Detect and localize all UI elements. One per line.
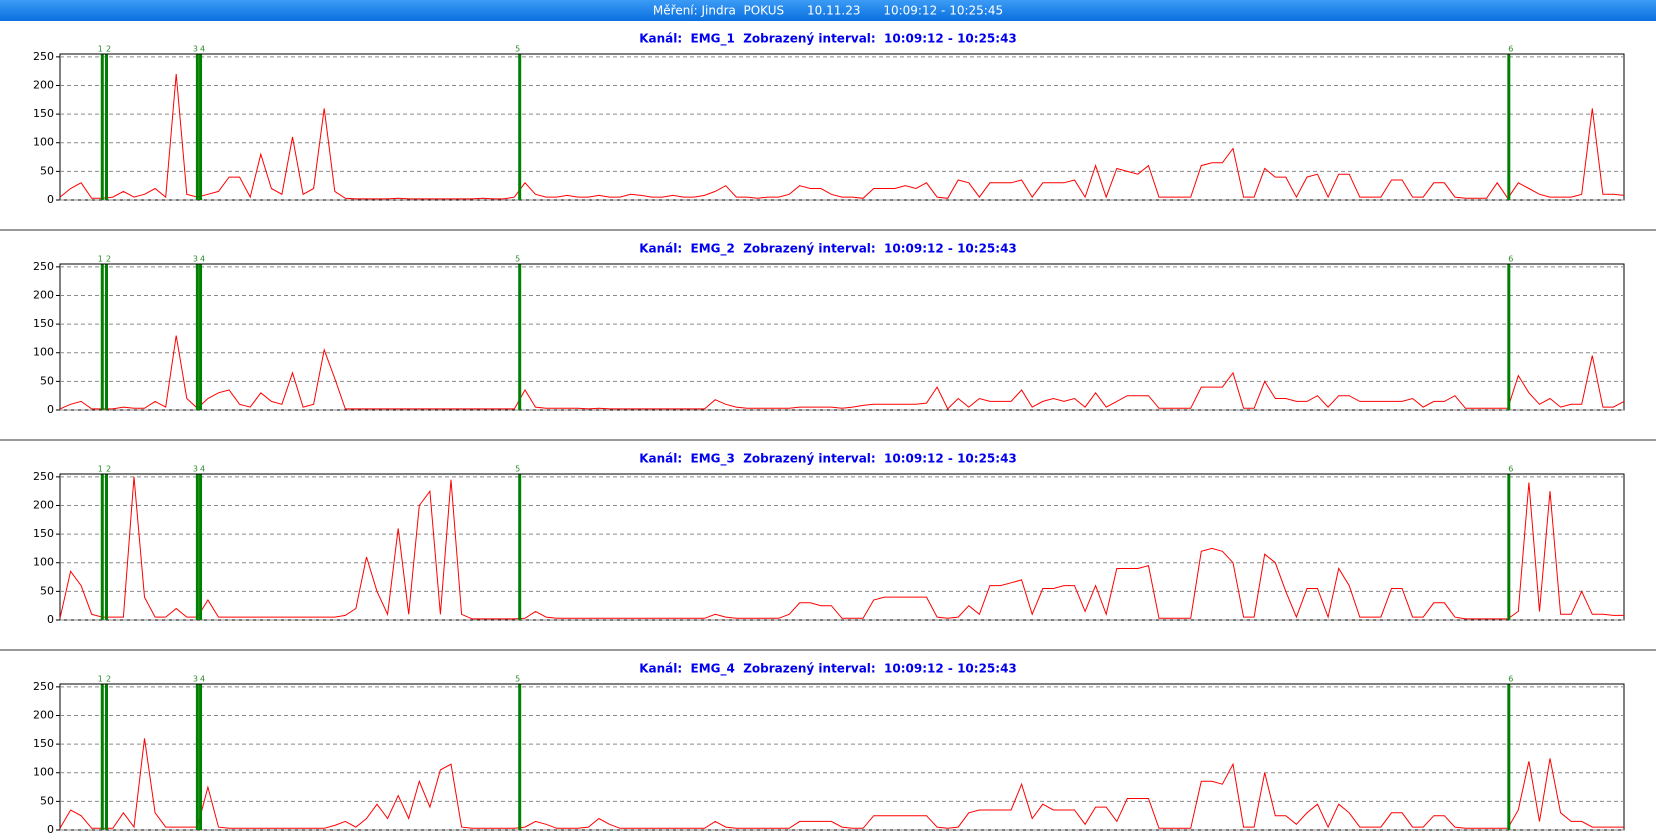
y-tick-label: 100: [33, 766, 54, 779]
emg-line: [59, 476, 1624, 620]
y-tick-label: 150: [33, 107, 54, 120]
event-marker-label: 6: [1508, 465, 1513, 474]
event-marker-label: 2: [106, 675, 111, 684]
y-tick-label: 150: [33, 527, 54, 540]
event-marker-label: 4: [200, 255, 205, 264]
y-tick-label: 100: [33, 556, 54, 569]
y-tick-label: 250: [33, 470, 54, 483]
chart-title: Kanál: EMG_3 Zobrazený interval: 10:09:1…: [639, 452, 1017, 467]
event-marker-label: 3: [193, 465, 198, 474]
y-tick-label: 150: [33, 317, 54, 330]
event-marker-label: 3: [193, 675, 198, 684]
y-tick-label: 0: [47, 613, 54, 626]
event-marker-label: 1: [98, 255, 103, 264]
y-tick-label: 250: [33, 260, 54, 273]
title-bar-text: Měření: Jindra POKUS 10.11.23 10:09:12 -…: [653, 4, 1003, 18]
y-tick-label: 200: [33, 498, 54, 511]
event-marker-label: 1: [98, 465, 103, 474]
event-marker-label: 6: [1508, 675, 1513, 684]
y-tick-label: 100: [33, 346, 54, 359]
event-marker-label: 5: [515, 255, 520, 264]
emg-line: [59, 73, 1625, 200]
y-tick-label: 200: [33, 288, 54, 301]
plot-area: [59, 53, 1625, 201]
event-marker-label: 6: [1508, 45, 1513, 54]
y-tick-label: 50: [40, 794, 54, 807]
plot-area: [59, 473, 1625, 621]
emg-line: [59, 335, 1625, 410]
y-tick-label: 150: [33, 737, 54, 750]
y-tick-label: 50: [40, 374, 54, 387]
event-marker-label: 2: [106, 255, 111, 264]
emg-line: [59, 738, 1624, 829]
y-tick-label: 50: [40, 584, 54, 597]
y-tick-label: 50: [40, 164, 54, 177]
chart-title: Kanál: EMG_2 Zobrazený interval: 10:09:1…: [639, 242, 1017, 257]
event-marker-label: 3: [193, 45, 198, 54]
y-tick-label: 250: [33, 680, 54, 693]
event-marker-label: 3: [193, 255, 198, 264]
title-bar: [0, 0, 1656, 21]
event-marker-label: 2: [106, 45, 111, 54]
y-tick-label: 100: [33, 136, 54, 149]
y-tick-label: 250: [33, 50, 54, 63]
chart-title: Kanál: EMG_4 Zobrazený interval: 10:09:1…: [639, 662, 1017, 677]
plot-area: [59, 683, 1625, 831]
event-marker-label: 5: [515, 465, 520, 474]
event-marker-label: 4: [200, 45, 205, 54]
event-marker-label: 2: [106, 465, 111, 474]
event-marker-label: 5: [515, 45, 520, 54]
plot-area: [59, 263, 1625, 411]
y-tick-label: 0: [47, 193, 54, 206]
event-marker-label: 6: [1508, 255, 1513, 264]
y-tick-label: 0: [47, 403, 54, 416]
event-marker-label: 5: [515, 675, 520, 684]
event-marker-label: 1: [98, 45, 103, 54]
event-marker-label: 4: [200, 465, 205, 474]
y-tick-label: 200: [33, 78, 54, 91]
y-tick-label: 0: [47, 823, 54, 836]
event-marker-label: 4: [200, 675, 205, 684]
y-tick-label: 200: [33, 708, 54, 721]
chart-title: Kanál: EMG_1 Zobrazený interval: 10:09:1…: [639, 32, 1017, 47]
event-marker-label: 1: [98, 675, 103, 684]
